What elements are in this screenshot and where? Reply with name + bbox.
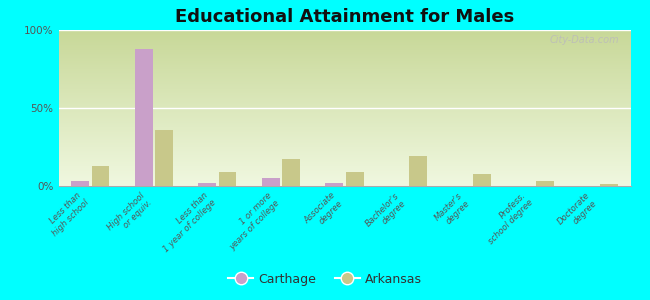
Bar <box>282 160 300 186</box>
Bar <box>262 178 279 186</box>
Bar <box>155 130 173 186</box>
Bar <box>410 156 427 186</box>
Bar <box>536 181 554 186</box>
Bar <box>600 184 618 186</box>
Bar <box>346 172 363 186</box>
Legend: Carthage, Arkansas: Carthage, Arkansas <box>223 268 427 291</box>
Title: Educational Attainment for Males: Educational Attainment for Males <box>175 8 514 26</box>
Bar <box>198 183 216 186</box>
Bar <box>92 166 109 186</box>
Bar <box>218 172 237 186</box>
Text: City-Data.com: City-Data.com <box>549 35 619 45</box>
Bar <box>135 49 153 186</box>
Bar <box>473 173 491 186</box>
Bar <box>326 183 343 186</box>
Bar <box>72 181 89 186</box>
